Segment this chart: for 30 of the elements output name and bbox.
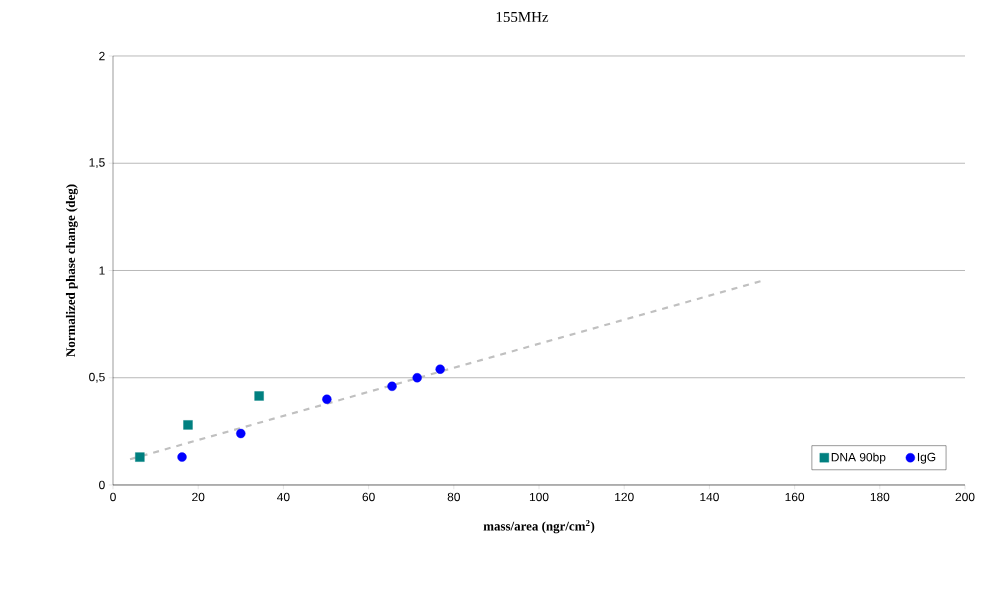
x-tick-label: 120	[615, 492, 634, 502]
y-axis-title: Normalized phase change (deg)	[65, 184, 78, 357]
y-tick-label: 0,5	[89, 372, 105, 383]
x-tick-label: 200	[955, 492, 975, 502]
point	[254, 391, 264, 401]
y-tick-label: 2	[99, 51, 105, 61]
legend-label: DNA 90bp	[831, 452, 886, 464]
point	[135, 452, 145, 462]
x-tick-label: 0	[110, 492, 116, 502]
x-axis-title: mass/area (ngr/cm$^{2}$)	[483, 520, 595, 534]
x-tick-label: 160	[785, 492, 805, 502]
point	[236, 428, 246, 439]
x-tick-label: 180	[870, 492, 890, 502]
x-tick-label: 80	[447, 492, 460, 502]
x-tick-label: 40	[277, 492, 290, 502]
point	[322, 394, 332, 404]
x-tick-label: 60	[362, 492, 375, 502]
x-tick-label: 100	[529, 492, 549, 502]
point	[183, 420, 193, 430]
point	[412, 373, 422, 383]
chart-title: 155MHz	[496, 11, 549, 22]
y-tick-label: 0	[99, 480, 105, 490]
x-tick-label: 20	[192, 492, 205, 502]
y-tick-label: 1	[99, 266, 105, 275]
x-tick-label: 140	[700, 492, 719, 502]
legend-label: IgG	[917, 452, 936, 464]
point	[387, 381, 397, 391]
y-tick-label: 1,5	[89, 158, 105, 169]
point	[177, 452, 187, 462]
point	[435, 364, 445, 374]
